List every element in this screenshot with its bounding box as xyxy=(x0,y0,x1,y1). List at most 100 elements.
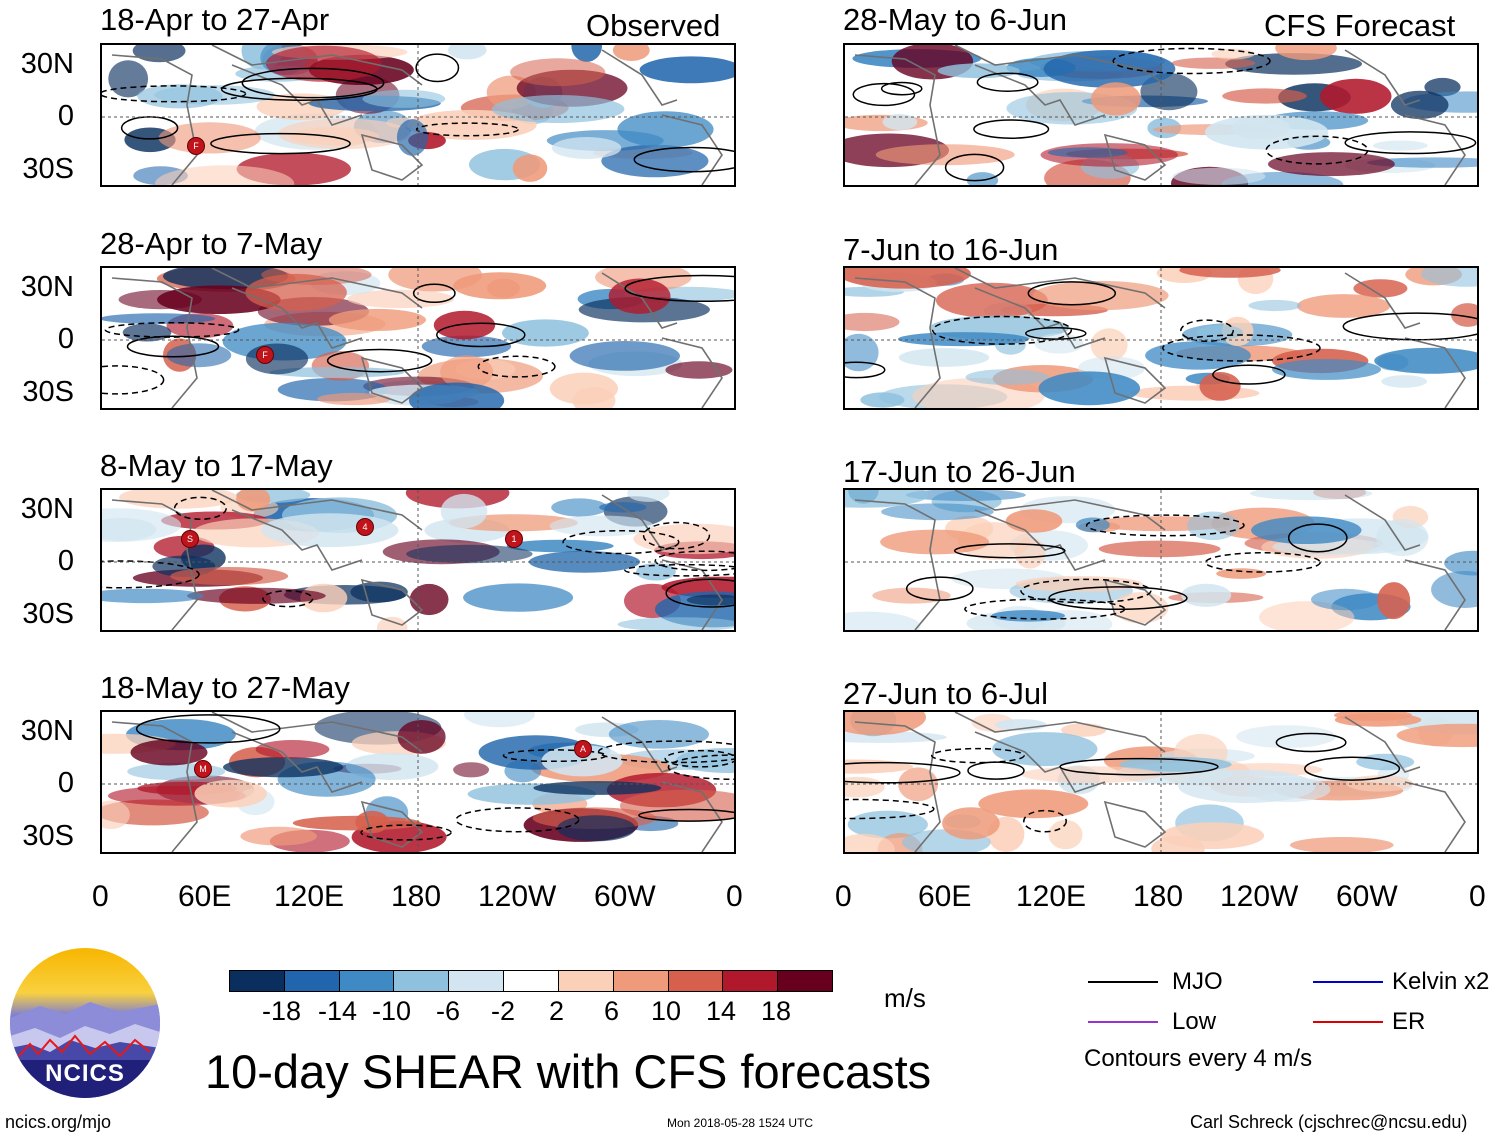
shear-anomaly-blob xyxy=(1015,576,1143,592)
footer-url[interactable]: ncics.org/mjo xyxy=(5,1112,112,1132)
mjo-contour xyxy=(241,67,385,99)
mjo-contour xyxy=(953,543,1066,559)
storm-marker-icon: M xyxy=(194,760,212,778)
shear-anomaly-blob xyxy=(223,757,344,778)
lat-label-30s: 30S xyxy=(22,153,74,185)
shear-anomaly-blob xyxy=(551,137,622,159)
shear-anomaly-blob xyxy=(1451,303,1477,327)
lat-label-0: 0 xyxy=(57,100,74,132)
coastline xyxy=(1103,800,1167,848)
shear-anomaly-blob xyxy=(397,720,446,754)
lat-label-0: 0 xyxy=(57,323,74,355)
colorbar-swatch xyxy=(667,970,724,992)
shear-anomaly-blob xyxy=(453,762,490,778)
mjo-contour xyxy=(852,82,916,107)
shear-anomaly-blob xyxy=(108,60,149,98)
panel-title-obs-3: 8-May to 17-May xyxy=(100,448,333,483)
shear-anomaly-blob xyxy=(240,826,317,846)
shear-anomaly-blob xyxy=(1319,78,1392,114)
colorbar-label: 2 xyxy=(549,996,565,1026)
mjo-contour xyxy=(102,560,200,589)
panel-title-fcst-3: 17-Jun to 26-Jun xyxy=(843,454,1076,489)
storm-marker-icon: 1 xyxy=(505,530,523,548)
shear-anomaly-blob xyxy=(300,583,348,613)
coastline xyxy=(211,490,423,531)
shear-anomaly-blob xyxy=(1268,152,1395,177)
mjo-contour xyxy=(624,274,734,303)
shear-anomaly-blob xyxy=(102,313,216,324)
map-panel-obs-4 xyxy=(100,710,736,854)
mjo-contour xyxy=(654,550,734,572)
mjo-contour xyxy=(1112,47,1271,75)
shear-anomaly-blob xyxy=(551,498,608,517)
shear-anomaly-blob xyxy=(1372,140,1428,151)
colorbar-swatch xyxy=(557,970,614,992)
storm-marker-icon: A xyxy=(574,740,592,758)
observed-label: Observed xyxy=(586,8,721,43)
shear-anomaly-blob xyxy=(992,732,1098,767)
shear-anomaly-blob xyxy=(1038,371,1141,406)
mjo-contour xyxy=(326,348,433,373)
shear-anomaly-blob xyxy=(1431,571,1477,608)
shear-anomaly-blob xyxy=(388,268,483,292)
mjo-contour xyxy=(931,315,1073,345)
coastline xyxy=(360,133,424,181)
shear-anomaly-blob xyxy=(991,610,1065,622)
shear-anomaly-blob xyxy=(1047,147,1128,158)
shear-anomaly-blob xyxy=(1119,757,1232,772)
coastline xyxy=(601,49,678,106)
page-title: 10-day SHEAR with CFS forecasts xyxy=(205,1045,932,1098)
coastline xyxy=(661,114,723,185)
shear-anomaly-blob xyxy=(875,144,1015,166)
coastline xyxy=(1404,781,1466,852)
shear-anomaly-blob xyxy=(845,268,971,289)
mjo-contour xyxy=(880,81,923,96)
shear-anomaly-blob xyxy=(137,84,223,109)
shear-anomaly-blob xyxy=(464,712,535,728)
lon-label-0: 0 xyxy=(92,880,109,913)
shear-anomaly-blob xyxy=(617,111,714,148)
mjo-contour xyxy=(102,365,165,395)
mjo-contour xyxy=(944,153,1005,182)
shear-anomaly-blob xyxy=(1199,372,1241,401)
shear-anomaly-blob xyxy=(608,720,709,749)
shear-anomaly-blob xyxy=(612,45,650,61)
contour-note: Contours every 4 m/s xyxy=(1084,1045,1313,1072)
mjo-contour xyxy=(412,283,456,304)
shear-anomaly-blob xyxy=(675,748,734,773)
coastline xyxy=(211,45,423,86)
mjo-contour xyxy=(845,798,935,820)
shear-anomaly-blob xyxy=(409,583,449,616)
colorbar-label: -6 xyxy=(436,996,461,1026)
legend-line-low xyxy=(1088,1021,1158,1023)
mountains-icon xyxy=(10,1002,160,1098)
mjo-contour xyxy=(597,740,734,764)
cfs-forecast-label: CFS Forecast xyxy=(1264,8,1456,43)
colorbar-swatch xyxy=(612,970,669,992)
shear-anomaly-blob xyxy=(1311,588,1380,611)
coastline xyxy=(111,54,198,185)
legend-line-er xyxy=(1313,1021,1383,1023)
panel-title-fcst-4: 27-Jun to 6-Jul xyxy=(843,676,1049,711)
coastline xyxy=(954,45,1166,86)
lon-label-60e: 60E xyxy=(178,880,232,913)
mjo-contour xyxy=(1048,586,1188,611)
shear-anomaly-blob xyxy=(1275,45,1337,61)
lon-label-60w: 60W xyxy=(594,880,656,913)
shear-anomaly-blob xyxy=(1376,518,1429,557)
shear-anomaly-blob xyxy=(130,739,208,766)
shear-anomaly-blob xyxy=(1290,837,1394,852)
shear-anomaly-blob xyxy=(102,508,182,542)
shear-anomaly-blob xyxy=(506,539,614,553)
lat-label-30n: 30N xyxy=(20,715,74,747)
shear-anomaly-blob xyxy=(881,503,994,521)
shear-anomaly-blob xyxy=(1151,835,1205,852)
panel-title-fcst-1: 28-May to 6-Jun xyxy=(843,2,1067,37)
shear-anomaly-blob xyxy=(935,282,1048,318)
mjo-contour xyxy=(1085,514,1245,537)
shear-anomaly-blob xyxy=(187,587,326,604)
shear-anomaly-blob xyxy=(845,312,900,332)
coastline xyxy=(661,781,723,852)
legend-line-mjo xyxy=(1088,981,1158,983)
shear-anomaly-blob xyxy=(571,45,602,62)
